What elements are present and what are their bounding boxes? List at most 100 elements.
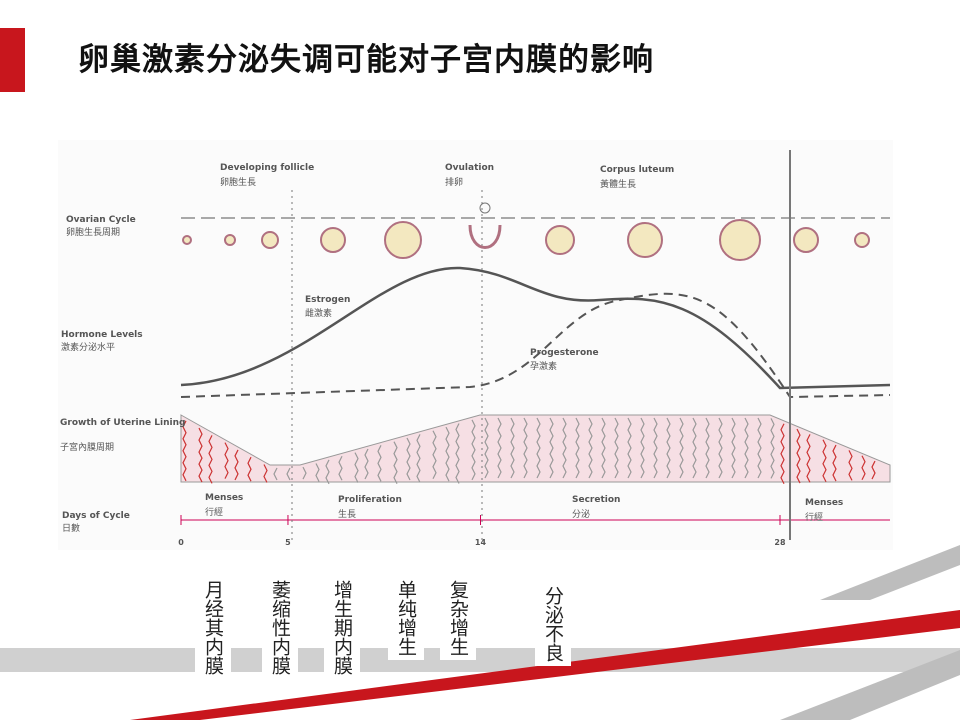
gland (182, 420, 187, 482)
day-label: 0 (178, 538, 184, 547)
estrogen-curve (180, 266, 891, 390)
diagram-label: 雌激素 (305, 307, 332, 319)
gland (224, 442, 229, 479)
gland (234, 449, 239, 481)
band (0, 648, 960, 672)
gland (497, 417, 502, 479)
gland (393, 441, 398, 484)
diagram-label: Developing follicle (220, 163, 314, 173)
gland (354, 452, 359, 483)
stripe (820, 545, 960, 600)
accent-bar (0, 28, 25, 92)
day-label: 28 (774, 538, 786, 547)
gland (445, 426, 450, 482)
gland (770, 418, 775, 479)
gland (377, 445, 382, 482)
diagram-label: Secretion (572, 495, 620, 505)
diagram-label: Ovulation (445, 163, 494, 173)
diagram-label: 激素分泌水平 (61, 341, 115, 353)
gland (416, 434, 421, 483)
gland (549, 417, 554, 479)
ruptured-follicle (468, 224, 502, 249)
gland (832, 444, 837, 482)
stage-label: 月经其内膜 (195, 576, 231, 679)
follicle (320, 227, 346, 253)
gland (406, 437, 411, 481)
gland (198, 427, 203, 483)
day-label: 5 (285, 538, 291, 547)
progesterone-curve (180, 292, 891, 399)
stripe (780, 650, 960, 720)
stage-label: 增生期内膜 (324, 576, 360, 679)
gland (757, 417, 762, 479)
gland (627, 417, 632, 479)
gland (848, 450, 853, 481)
stage-label: 萎缩性内膜 (262, 576, 298, 679)
diagram-label: Hormone Levels (61, 330, 143, 340)
gland (575, 417, 580, 479)
diagram-bg (58, 140, 893, 550)
gland (861, 455, 866, 480)
gland (562, 417, 567, 479)
diagram-label: 排卵 (445, 176, 463, 188)
gland (796, 428, 801, 484)
diagram-label: Days of Cycle (62, 511, 130, 521)
stage-label: 单纯增生 (388, 576, 424, 660)
gland (510, 417, 515, 479)
stage-label: 复杂增生 (440, 576, 476, 660)
gland (666, 417, 671, 479)
gland (731, 417, 736, 479)
diagram-label: Ovarian Cycle (66, 215, 136, 225)
gland (432, 430, 437, 480)
day-label: 14 (475, 538, 487, 547)
gland (614, 417, 619, 479)
gland (679, 417, 684, 479)
gland (286, 467, 291, 481)
follicle (182, 235, 192, 245)
diagram-label: 行經 (805, 511, 823, 523)
gland (263, 464, 268, 483)
gland (536, 417, 541, 479)
diagram-label: 黃體生長 (600, 178, 636, 190)
diagram-label: 行經 (205, 506, 223, 518)
diagram-label: Menses (205, 493, 243, 503)
diagram-label: 孕激素 (530, 360, 557, 372)
gland (822, 439, 827, 482)
title: 卵巢激素分泌失调可能对子宫内膜的影响 (78, 42, 654, 78)
gland (455, 423, 460, 484)
diagram-label: Growth of Uterine Lining (60, 418, 185, 428)
gland (364, 448, 369, 480)
gland (315, 463, 320, 482)
gland (325, 459, 330, 485)
diagram-label: Proliferation (338, 495, 402, 505)
gland (601, 417, 606, 479)
diagram-label: 日數 (62, 522, 80, 534)
diagram-label: Estrogen (305, 295, 350, 305)
gland (780, 423, 785, 485)
diagram-label: 子宮內膜周期 (60, 441, 114, 453)
gland (247, 456, 252, 482)
diagram-label: Progesterone (530, 348, 599, 358)
lining (180, 414, 891, 483)
gland (705, 417, 710, 479)
follicle (627, 222, 663, 258)
follicle (545, 225, 575, 255)
gland (718, 417, 723, 479)
gland (338, 455, 343, 481)
gland (871, 460, 876, 480)
gland (302, 466, 307, 480)
gland (273, 467, 278, 481)
gland (588, 417, 593, 479)
gland (208, 435, 213, 484)
diagram-label: 卵胞生長 (220, 176, 256, 188)
follicle (854, 232, 870, 248)
gland (523, 417, 528, 479)
gland (653, 417, 658, 479)
stage-label: 分泌不良 (535, 582, 571, 666)
follicle (261, 231, 279, 249)
gland (744, 417, 749, 479)
gland (806, 434, 811, 483)
gland (471, 419, 476, 481)
ovum (479, 202, 491, 214)
